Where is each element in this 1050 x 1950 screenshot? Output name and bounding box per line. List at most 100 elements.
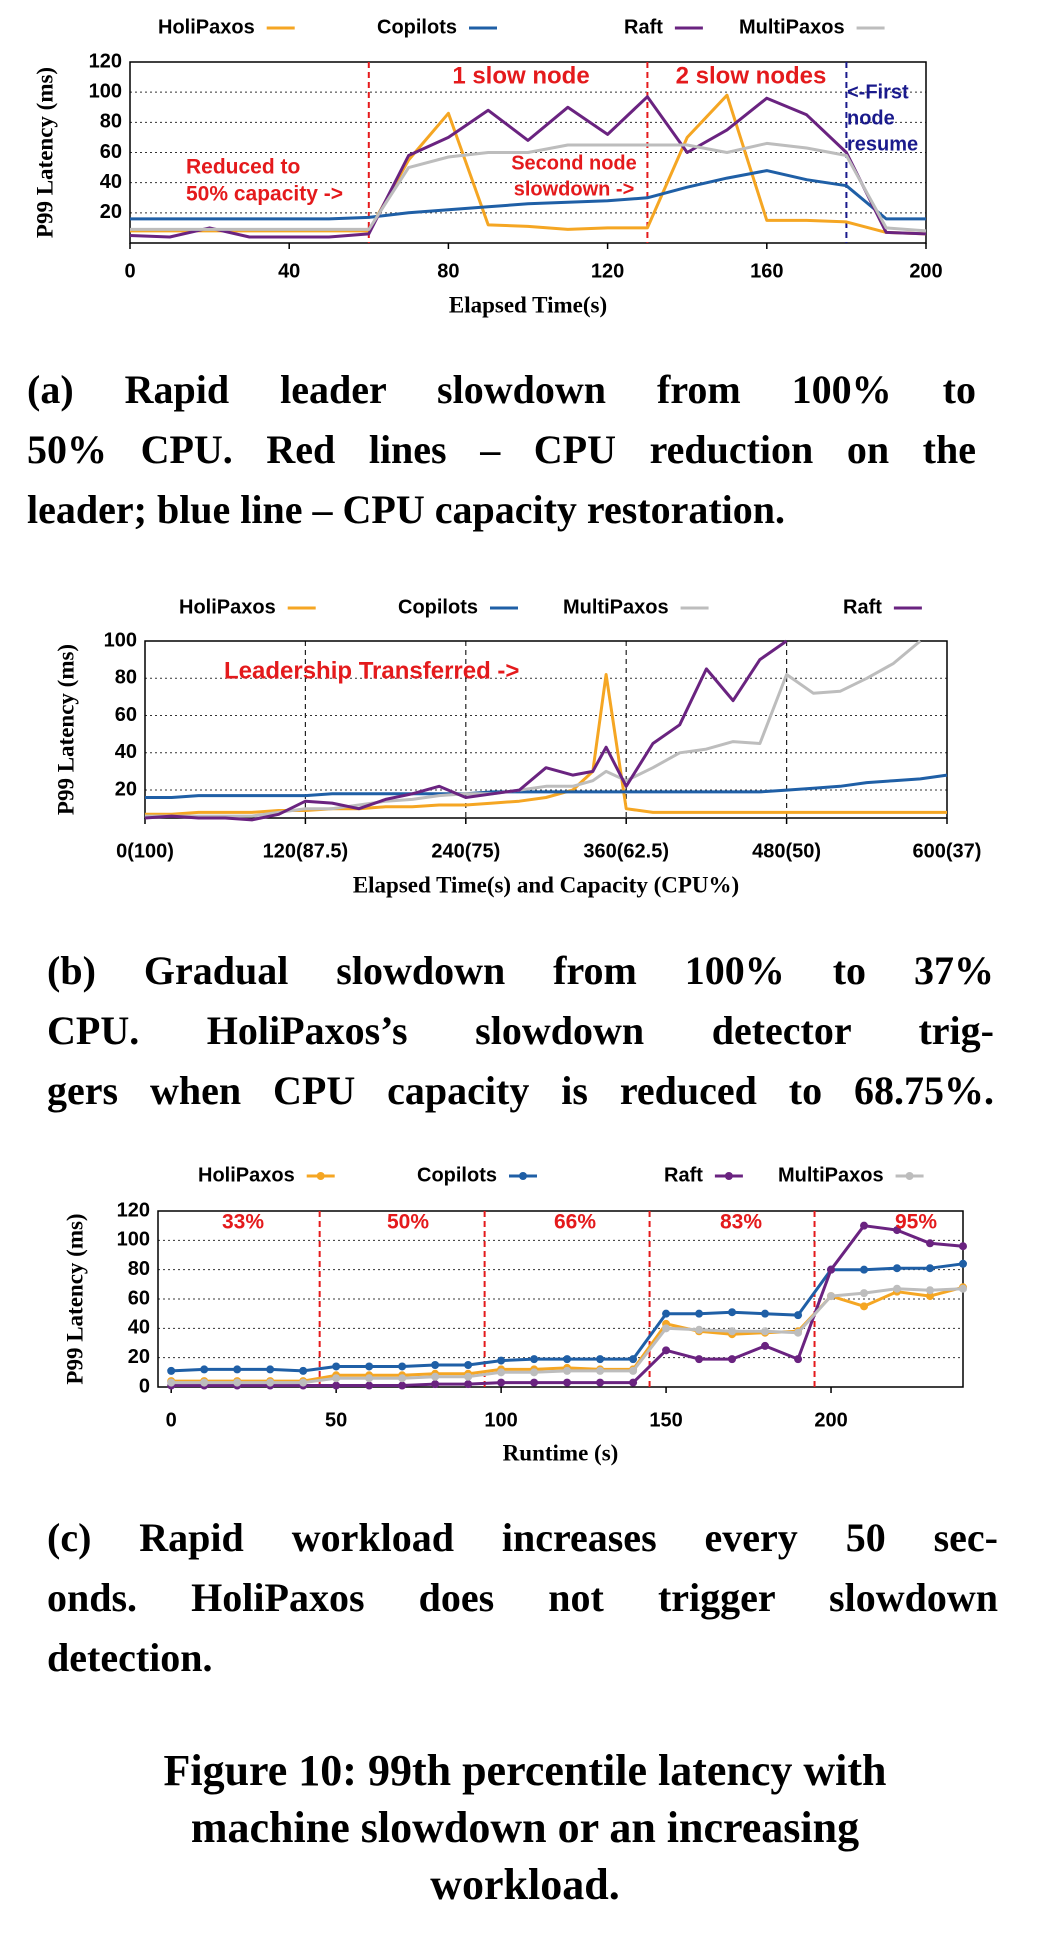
y-tick-label: 0 bbox=[139, 1375, 150, 1397]
legend-swatch-point bbox=[316, 1172, 325, 1180]
x-tick-label: 150 bbox=[649, 1409, 682, 1431]
point bbox=[629, 1366, 638, 1375]
x-tick-label: 200 bbox=[814, 1409, 847, 1431]
legend-label: Copilots bbox=[398, 596, 478, 618]
caption-line: CPU. HoliPaxos’s slowdown detector trig- bbox=[47, 1008, 994, 1053]
point bbox=[398, 1381, 407, 1390]
point bbox=[563, 1355, 572, 1364]
y-tick-label: 60 bbox=[115, 704, 137, 726]
x-tick-label: 360(62.5) bbox=[583, 840, 669, 862]
point bbox=[365, 1374, 374, 1383]
y-tick-label: 40 bbox=[115, 741, 137, 763]
point bbox=[596, 1366, 605, 1375]
legend-label: MultiPaxos bbox=[778, 1164, 884, 1186]
legend-swatch-point bbox=[519, 1172, 527, 1180]
point bbox=[332, 1381, 341, 1390]
x-axis-title: Runtime (s) bbox=[503, 1440, 619, 1465]
point bbox=[398, 1374, 407, 1383]
legend-label: HoliPaxos bbox=[179, 596, 276, 618]
point bbox=[596, 1378, 605, 1387]
y-tick-label: 100 bbox=[104, 629, 137, 651]
caption-line: (a) Rapid leader slowdown from 100% to bbox=[27, 367, 976, 412]
point bbox=[299, 1378, 308, 1387]
y-tick-label: 120 bbox=[117, 1199, 150, 1221]
point bbox=[167, 1366, 176, 1375]
point bbox=[794, 1311, 803, 1320]
plot-frame bbox=[144, 640, 948, 819]
annotation: resume bbox=[847, 133, 918, 155]
point bbox=[497, 1368, 506, 1377]
point bbox=[695, 1325, 704, 1334]
point bbox=[761, 1327, 770, 1336]
figure-caption: Figure 10: 99th percentile latency with … bbox=[0, 1742, 1050, 1913]
point bbox=[464, 1380, 473, 1389]
y-tick-label: 40 bbox=[128, 1317, 150, 1339]
series-line bbox=[129, 95, 927, 239]
caption-line: workload. bbox=[430, 1860, 620, 1909]
x-tick-label: 0 bbox=[166, 1409, 177, 1431]
chart: 0 20 40 60 80 100 120 0 50 100 150 200 HoliPaxos Copi… bbox=[62, 1164, 967, 1465]
caption-line: leader; blue line – CPU capacity restora… bbox=[27, 487, 786, 532]
x-tick-label: 120 bbox=[591, 260, 624, 282]
point bbox=[266, 1378, 275, 1387]
chart: 20 40 60 80 100 0(100) 120(87.5) 240(75) 360(62.… bbox=[53, 596, 981, 897]
y-axis-title: P99 Latency (ms) bbox=[32, 67, 57, 238]
annotation: 83% bbox=[720, 1211, 762, 1234]
x-tick-label: 480(50) bbox=[752, 840, 821, 862]
legend-label: Raft bbox=[843, 596, 882, 618]
x-tick-label: 50 bbox=[325, 1409, 347, 1431]
point bbox=[926, 1264, 935, 1273]
x-tick-label: 240(75) bbox=[431, 840, 500, 862]
caption-line: Figure 10: 99th percentile latency with bbox=[163, 1746, 887, 1795]
point bbox=[563, 1366, 572, 1375]
point bbox=[530, 1368, 539, 1377]
x-axis-title: Elapsed Time(s) bbox=[449, 292, 607, 317]
point bbox=[728, 1308, 737, 1317]
x-axis-title: Elapsed Time(s) and Capacity (CPU%) bbox=[353, 872, 739, 897]
y-tick-label: 100 bbox=[117, 1229, 150, 1251]
annotation: 33% bbox=[222, 1211, 264, 1234]
y-tick-label: 60 bbox=[100, 141, 122, 163]
caption: (c) Rapid workload increases every 50 se… bbox=[47, 1508, 998, 1688]
x-tick-label: 0 bbox=[124, 260, 135, 282]
series-line bbox=[145, 773, 948, 799]
plot-frame bbox=[157, 1210, 964, 1388]
y-tick-label: 20 bbox=[128, 1346, 150, 1368]
y-tick-label: 40 bbox=[100, 171, 122, 193]
x-tick-label: 80 bbox=[437, 260, 459, 282]
y-axis-title: P99 Latency (ms) bbox=[62, 1213, 87, 1384]
point bbox=[728, 1327, 737, 1336]
annotation: node bbox=[847, 107, 895, 129]
point bbox=[662, 1324, 671, 1333]
y-axis-title: P99 Latency (ms) bbox=[53, 644, 78, 815]
point bbox=[662, 1309, 671, 1318]
annotation: 50% capacity -> bbox=[186, 183, 343, 206]
annotation: 66% bbox=[554, 1211, 596, 1234]
point bbox=[431, 1372, 440, 1381]
point bbox=[629, 1355, 638, 1364]
point bbox=[959, 1284, 967, 1293]
point bbox=[893, 1226, 902, 1235]
point bbox=[860, 1289, 869, 1298]
legend-label: Raft bbox=[624, 16, 663, 38]
series-line bbox=[144, 639, 788, 822]
y-tick-label: 80 bbox=[115, 667, 137, 689]
caption: (a) Rapid leader slowdown from 100% to 5… bbox=[27, 360, 976, 540]
point bbox=[827, 1265, 836, 1274]
point bbox=[794, 1328, 803, 1337]
annotation: Reduced to bbox=[186, 156, 300, 179]
legend-label: Raft bbox=[664, 1164, 703, 1186]
point bbox=[266, 1365, 275, 1374]
annotation: Leadership Transferred -> bbox=[224, 657, 519, 684]
point bbox=[761, 1309, 770, 1318]
point bbox=[464, 1361, 473, 1369]
caption: (b) Gradual slowdown from 100% to 37% CP… bbox=[47, 941, 994, 1121]
point bbox=[332, 1362, 341, 1371]
point bbox=[695, 1309, 704, 1318]
legend-swatch-point bbox=[724, 1172, 733, 1180]
annotation: Second node bbox=[511, 152, 637, 174]
point bbox=[860, 1221, 869, 1230]
series-line bbox=[130, 141, 927, 233]
point bbox=[893, 1284, 902, 1293]
annotation: <-First bbox=[847, 81, 909, 103]
